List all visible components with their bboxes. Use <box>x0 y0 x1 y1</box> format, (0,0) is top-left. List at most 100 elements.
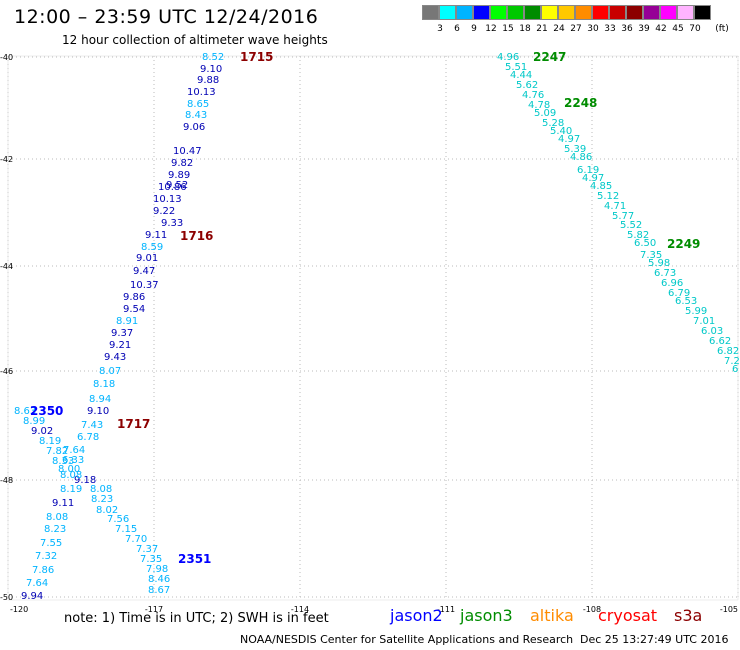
legend-tick-label: 15 <box>502 24 514 34</box>
legend-tick-label: 21 <box>536 24 548 34</box>
wave-height-value: 9.11 <box>145 230 167 241</box>
wave-height-value: 8.07 <box>99 366 121 377</box>
legend-tick-label: 6 <box>454 24 460 34</box>
legend-swatch <box>592 5 609 20</box>
wave-height-value: 8.52 <box>202 52 224 63</box>
wave-height-value: 9.37 <box>111 328 133 339</box>
wave-height-value: 9.47 <box>133 266 155 277</box>
wave-height-value: 7.86 <box>32 565 54 576</box>
legend-swatch <box>439 5 456 20</box>
wave-height-value: 9.06 <box>183 122 205 133</box>
legend-swatch <box>660 5 677 20</box>
pass-time-label: 1717 <box>117 417 150 431</box>
wave-height-value: 9.82 <box>171 158 193 169</box>
wave-height-value: 6.62 <box>709 336 731 347</box>
wave-height-value: 9.88 <box>197 75 219 86</box>
legend-tick-label: 12 <box>485 24 497 34</box>
satellite-s3a: s3a <box>674 606 703 625</box>
wave-height-value: 10.13 <box>187 87 216 98</box>
wave-height-value: 8.67 <box>148 585 170 596</box>
wave-height-value: 7.32 <box>35 551 57 562</box>
wave-height-value: 4.44 <box>510 70 532 81</box>
pass-time-labels: 1715 1716 1717 2350 2351 2247 2248 2249 <box>30 50 700 566</box>
wave-height-value: 7.70 <box>125 534 147 545</box>
map-title: 12:00 – 23:59 UTC 12/24/2016 <box>14 6 319 28</box>
legend-tick-label: 33 <box>604 24 616 34</box>
wave-height-value: 7.35 <box>640 250 662 261</box>
wave-height-value: 4.78 <box>528 100 550 111</box>
wave-height-value: 5.39 <box>564 144 586 155</box>
satellite-jason3: jason3 <box>460 606 513 625</box>
wave-height-value: 8.23 <box>44 524 66 535</box>
legend-tick-label: 36 <box>621 24 633 34</box>
wave-height-value: 7.15 <box>115 524 137 535</box>
legend-tick-label: 18 <box>519 24 531 34</box>
wave-height-value: 9.43 <box>104 352 126 363</box>
wave-height-value: 9.21 <box>109 340 131 351</box>
wave-height-value: 8.18 <box>93 379 115 390</box>
wave-height-value: 8.43 <box>185 110 207 121</box>
wave-height-value: 5.62 <box>516 80 538 91</box>
wave-height-value: 9.54 <box>123 304 145 315</box>
wave-height-value: 4.86 <box>570 152 592 163</box>
wave-height-value: 5.12 <box>597 191 619 202</box>
wave-height-value: 6.73 <box>654 268 676 279</box>
wave-height-value: 7.55 <box>40 538 62 549</box>
wave-height-value: 7.2 <box>724 356 740 367</box>
lon-label: -114 <box>291 605 309 614</box>
wave-height-value: 6.33 <box>62 455 84 466</box>
wave-height-value: 8.02 <box>96 505 118 516</box>
wave-height-value: 9.52 <box>166 180 188 191</box>
lon-label: -117 <box>145 605 163 614</box>
lat-label: -48 <box>0 476 13 485</box>
wave-height-value: 6.82 <box>717 346 739 357</box>
pass-time-label: 1716 <box>180 229 213 243</box>
wave-height-value: 5.28 <box>542 118 564 129</box>
legend-tick-label: 45 <box>672 24 684 34</box>
wave-height-value: 7.98 <box>146 564 168 575</box>
wave-height-value: 8.65 <box>187 99 209 110</box>
wave-height-value: 7.35 <box>140 554 162 565</box>
wave-height-value: 9.94 <box>21 591 43 602</box>
wave-height-value: 5.52 <box>620 220 642 231</box>
lon-label: -111 <box>437 605 455 614</box>
legend-swatch <box>490 5 507 20</box>
legend-swatch <box>507 5 524 20</box>
legend-swatch <box>541 5 558 20</box>
wave-height-value: 8.33 <box>52 456 74 467</box>
pass-time-label: 2350 <box>30 404 63 418</box>
pass-time-label: 2248 <box>564 96 597 110</box>
wave-height-value: 4.85 <box>590 181 612 192</box>
legend-unit: (ft) <box>715 24 729 34</box>
wave-height-value: 6 <box>732 364 738 375</box>
satellite-cryosat: cryosat <box>598 606 658 625</box>
wave-height-value: 6.50 <box>634 238 656 249</box>
wave-height-value: 9.01 <box>136 253 158 264</box>
wave-height-value: 8.94 <box>89 394 111 405</box>
lon-label: -120 <box>10 605 28 614</box>
wave-height-value: 5.82 <box>627 230 649 241</box>
satellite-altika: altika <box>530 606 574 625</box>
legend-swatch <box>677 5 694 20</box>
wave-height-value: 4.97 <box>582 173 604 184</box>
wave-height-value: 8.46 <box>148 574 170 585</box>
pass-time-label: 2247 <box>533 50 566 64</box>
legend-swatch <box>558 5 575 20</box>
wave-height-value: 5.09 <box>534 108 556 119</box>
axis-labels: -40 -42 -44 -46 -48 -50 -120 -117 -114 -111 -108 -1… <box>0 53 738 614</box>
wave-height-value: 10.47 <box>173 146 202 157</box>
legend-swatch <box>422 5 439 20</box>
wave-height-value: 9.18 <box>74 475 96 486</box>
wave-height-value: 5.51 <box>505 62 527 73</box>
wave-height-value: 9.86 <box>123 292 145 303</box>
legend-tick-label: 42 <box>655 24 667 34</box>
lat-label: -42 <box>0 155 13 164</box>
wave-height-value: 7.37 <box>136 544 158 555</box>
pass-time-label: 2351 <box>178 552 211 566</box>
wave-height-value: 4.97 <box>558 134 580 145</box>
credit-line: NOAA/NESDIS Center for Satellite Applica… <box>240 633 574 646</box>
wave-height-value: 9.33 <box>161 218 183 229</box>
legend-tick-label: 24 <box>553 24 565 34</box>
wave-height-value: 8.00 <box>58 464 80 475</box>
